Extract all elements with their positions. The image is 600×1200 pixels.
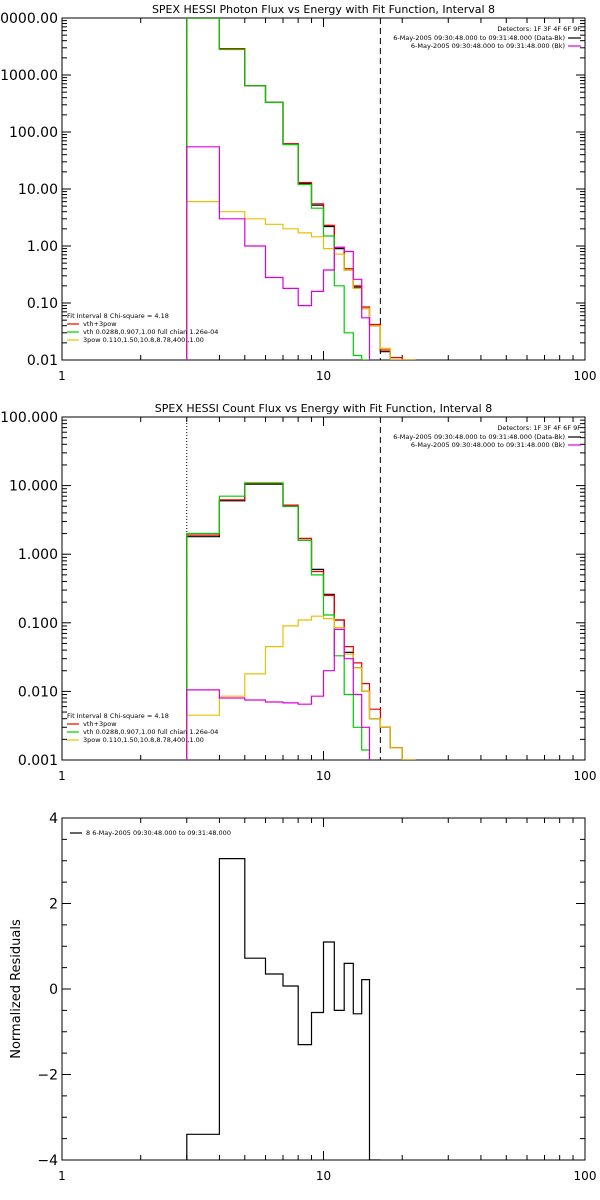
y-tick-label: −4 [37, 1153, 58, 1169]
y-tick-label: 0.01 [27, 353, 58, 369]
legend-entry: 6-May-2005 09:30:48.000 to 09:31:48.000 … [411, 441, 565, 449]
y-tick-label: 100.000 [0, 410, 58, 426]
legend-header: Detectors: 1F 3F 4F 6F 9F [497, 424, 581, 432]
chart-title: SPEX HESSI Photon Flux vs Energy with Fi… [152, 3, 495, 16]
data-series-line [186, 482, 371, 760]
data-series-line [186, 482, 416, 760]
legend-entry: 6-May-2005 09:30:48.000 to 09:31:48.000 … [393, 34, 565, 42]
data-series-line [186, 18, 416, 360]
fit-legend-entry: vth 0.0288,0.907,1.00 full chian 1.26e-0… [83, 328, 218, 336]
y-tick-label: 0.100 [18, 616, 58, 632]
count-flux-panel: SPEX HESSI Count Flux vs Energy with Fit… [0, 402, 596, 783]
legend-header: Detectors: 1F 3F 4F 6F 9F [497, 25, 581, 33]
x-tick-label: 100 [574, 769, 597, 783]
y-tick-label: 10000.00 [0, 11, 58, 27]
x-tick-label: 10 [316, 1169, 331, 1183]
fit-legend-header: Fit Interval 8 Chi-square = 4.18 [67, 712, 169, 720]
y-tick-label: 10.000 [9, 479, 58, 495]
y-tick-label: 1000.00 [0, 68, 58, 84]
data-series-line [186, 615, 416, 760]
chart-title: SPEX HESSI Count Flux vs Energy with Fit… [155, 402, 492, 415]
fit-legend-entry: vth+3pow [83, 320, 117, 328]
data-series-line [186, 628, 371, 760]
y-tick-label: 1.000 [18, 547, 58, 563]
legend-entry: 6-May-2005 09:30:48.000 to 09:31:48.000 … [393, 433, 565, 441]
x-tick-label: 10 [316, 369, 331, 383]
fit-legend-header: Fit Interval 8 Chi-square = 4.18 [67, 312, 169, 320]
y-tick-label: 4 [49, 811, 58, 827]
plot-frame [61, 17, 586, 361]
x-tick-label: 1 [58, 369, 66, 383]
photon-flux-panel: SPEX HESSI Photon Flux vs Energy with Fi… [0, 3, 596, 383]
x-tick-label: 100 [574, 369, 597, 383]
data-series-line [186, 18, 370, 360]
x-tick-label: 100 [574, 1169, 597, 1183]
x-tick-label: 1 [58, 769, 66, 783]
y-tick-label: 100.00 [9, 125, 58, 141]
data-series-line [186, 146, 371, 360]
fit-legend-entry: 3pow 0.110,1.50,10.8,8.78,400.,1.00 [83, 736, 204, 744]
data-series-line [186, 201, 416, 360]
y-tick-label: −2 [37, 1068, 58, 1084]
y-tick-label: 0.010 [18, 684, 58, 700]
y-tick-label: 2 [49, 897, 58, 913]
y-tick-label: 0.10 [27, 296, 58, 312]
y-tick-label: 10.00 [18, 182, 58, 198]
y-tick-label: 0.001 [18, 753, 58, 769]
y-tick-label: 0 [49, 982, 58, 998]
data-series-line [186, 483, 416, 760]
x-tick-label: 10 [316, 769, 331, 783]
data-series-line [186, 858, 381, 1160]
y-axis-title: Normalized Residuals [9, 919, 24, 1059]
residuals-panel: 1 10 100 −4 −2 0 2 4 Normalized Residuals 8 6-May… [9, 811, 596, 1183]
fit-legend-entry: vth+3pow [83, 720, 117, 728]
legend-entry: 8 6-May-2005 09:30:48.000 to 09:31:48.00… [86, 829, 231, 837]
legend-entry: 6-May-2005 09:30:48.000 to 09:31:48.000 … [411, 42, 565, 50]
x-tick-label: 1 [58, 1169, 66, 1183]
fit-legend-entry: vth 0.0288,0.907,1.00 full chian 1.26e-0… [83, 728, 218, 736]
data-series-line [186, 18, 416, 360]
fit-legend-entry: 3pow 0.110,1.50,10.8,8.78,400.,1.00 [83, 336, 204, 344]
y-tick-label: 1.00 [27, 239, 58, 255]
